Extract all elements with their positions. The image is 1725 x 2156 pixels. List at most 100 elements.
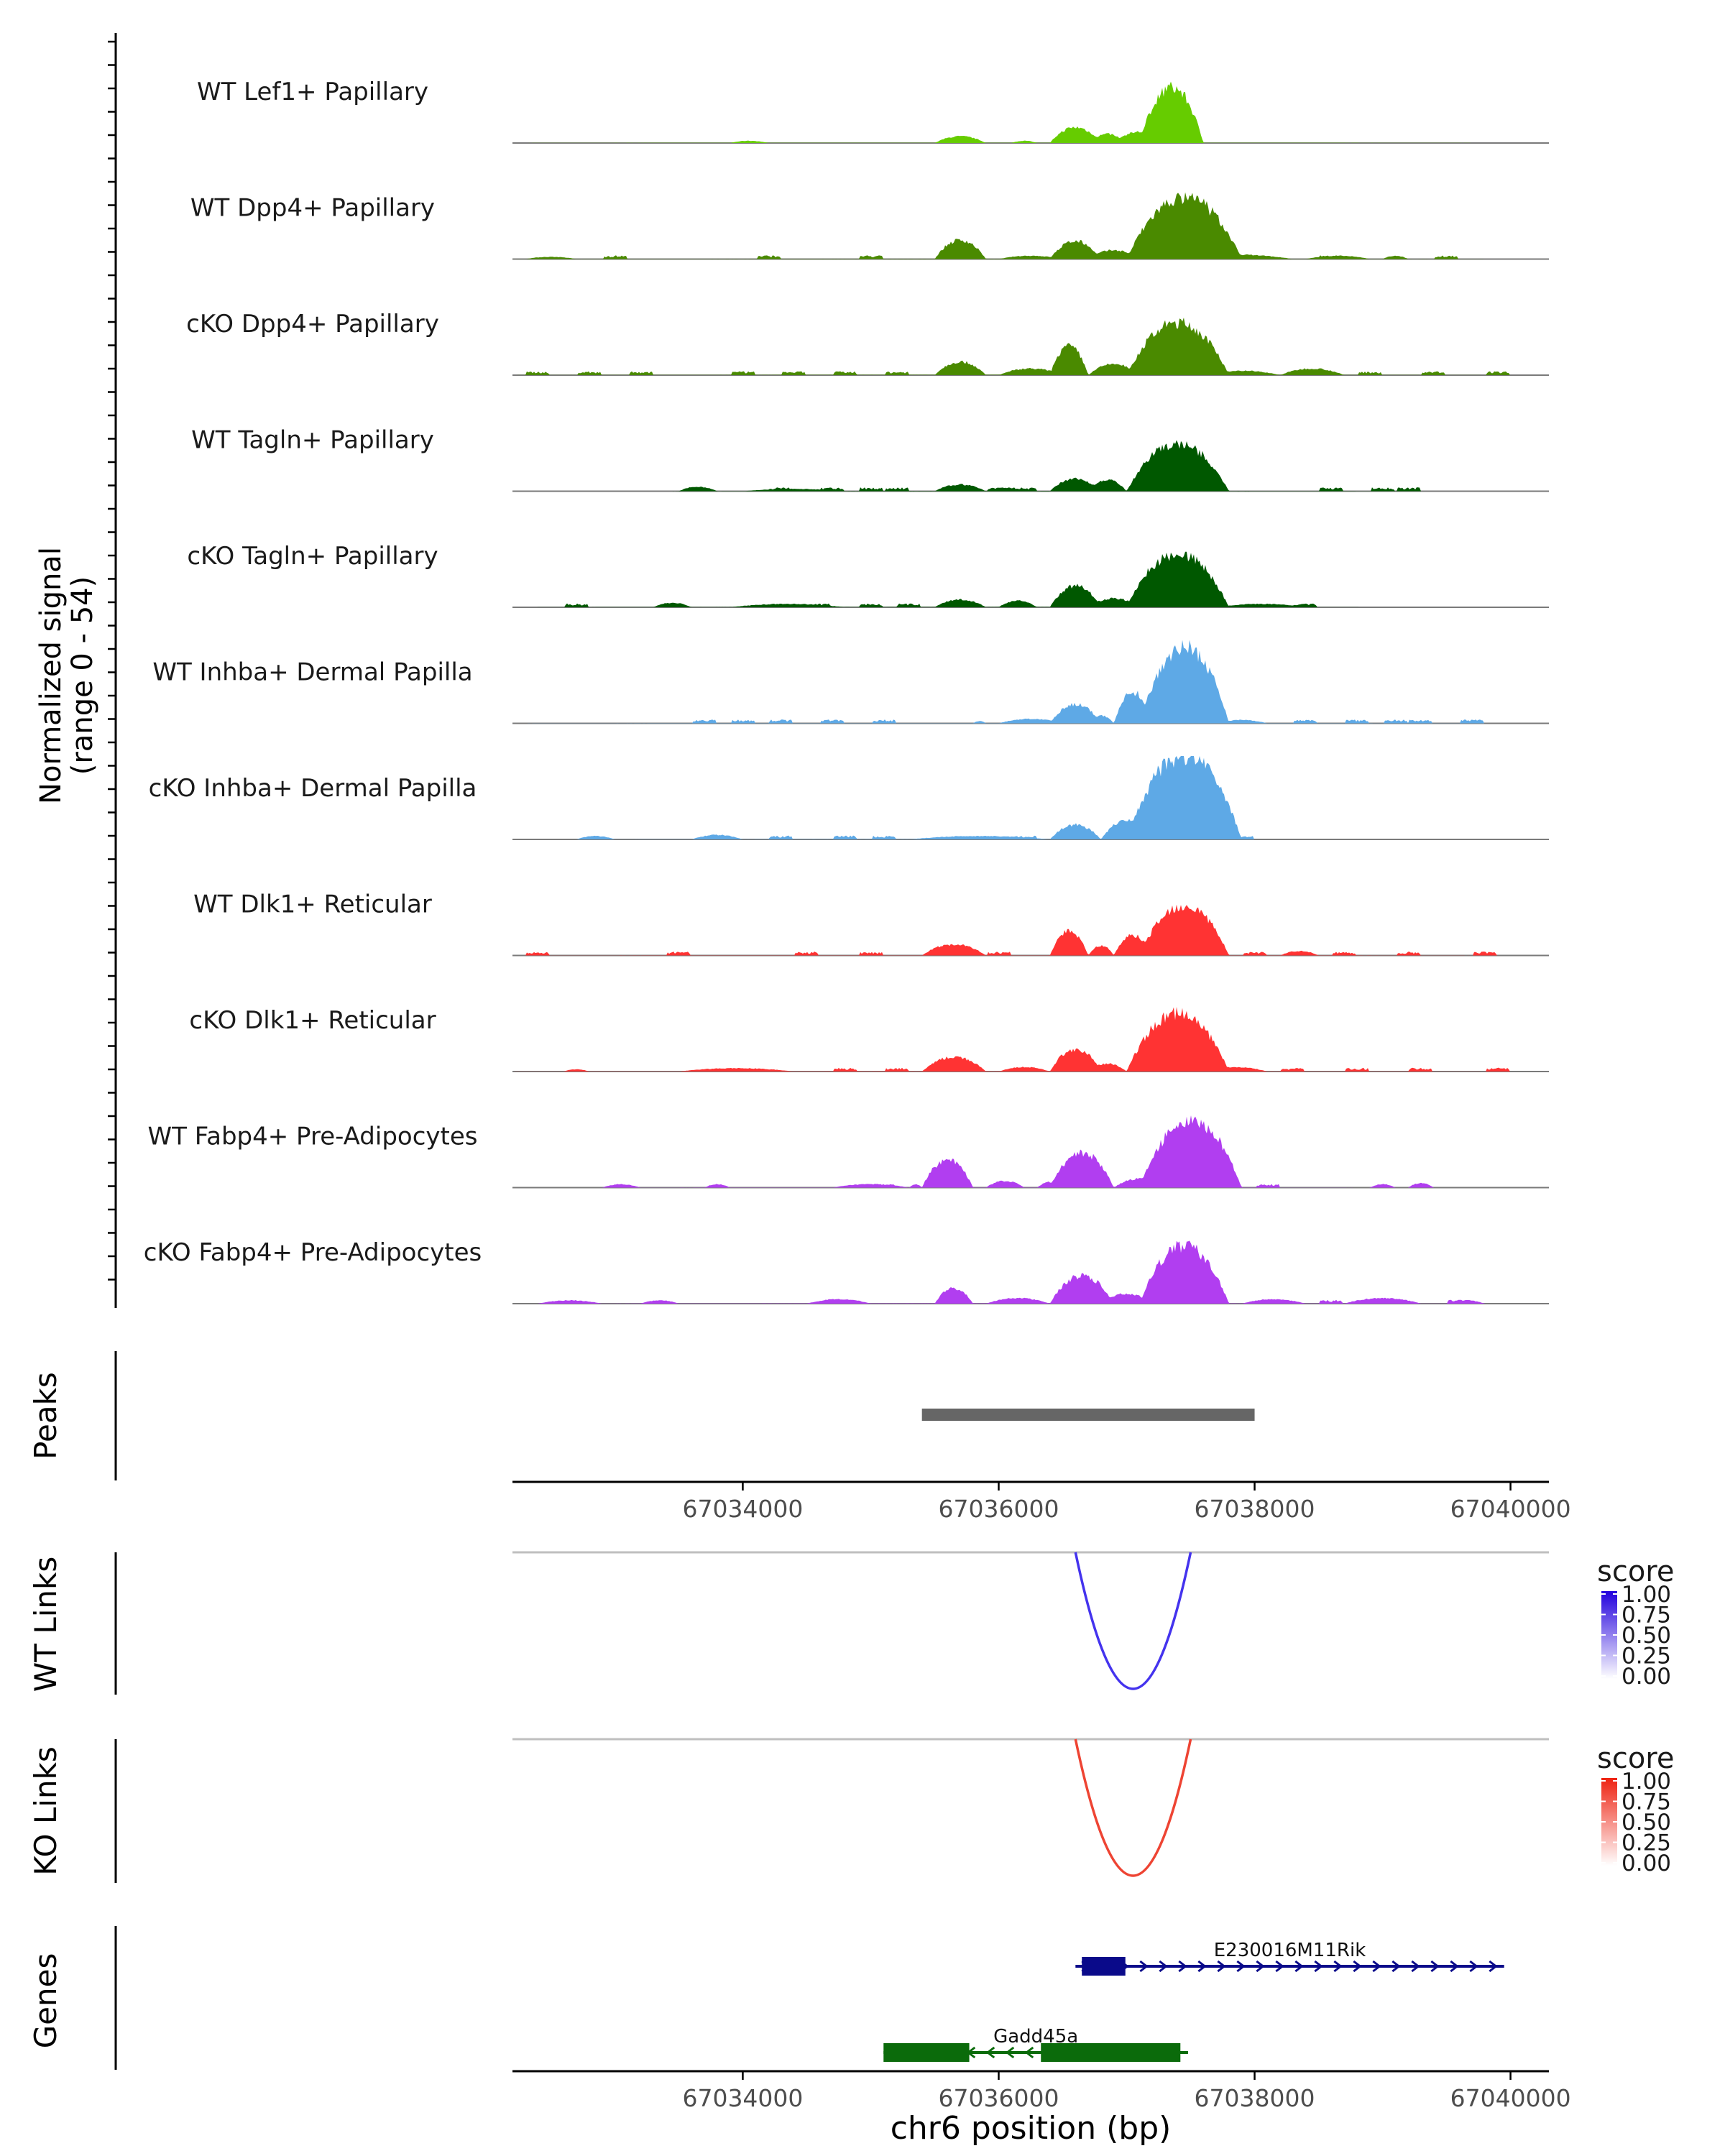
track-label: WT Dpp4+ Papillary xyxy=(190,194,435,223)
gene-exon xyxy=(883,2043,970,2062)
track-label: cKO Inhba+ Dermal Papilla xyxy=(149,774,477,803)
wt-links-label: WT Links xyxy=(28,1557,63,1692)
legend-tick-label: 1.00 xyxy=(1622,1769,1671,1795)
peaks-label: Peaks xyxy=(28,1372,63,1460)
coverage-track: cKO Inhba+ Dermal Papilla xyxy=(149,756,1549,840)
legend-title: score xyxy=(1597,1555,1674,1588)
legend-tick-label: 0.75 xyxy=(1622,1789,1671,1815)
coverage-track: WT Dpp4+ Papillary xyxy=(190,192,1549,260)
legend-tick-label: 1.00 xyxy=(1622,1582,1671,1608)
track-label: WT Inhba+ Dermal Papilla xyxy=(152,658,472,687)
coverage-track: WT Dlk1+ Reticular xyxy=(193,890,1549,957)
x-tick-label: 67034000 xyxy=(682,1495,803,1523)
legend-title: score xyxy=(1597,1742,1674,1775)
strand-arrow xyxy=(1024,2046,1034,2059)
x-tick-label: 67038000 xyxy=(1195,1495,1315,1523)
peak-ranges xyxy=(921,1409,1255,1421)
wt-link-arcs xyxy=(512,1551,1549,1690)
strand-arrow xyxy=(1294,1960,1304,1973)
strand-arrow xyxy=(1139,1960,1149,1973)
track-label: WT Lef1+ Papillary xyxy=(197,78,428,106)
gene-exon xyxy=(1082,1957,1126,1976)
legend-colorbar xyxy=(1601,1591,1617,1679)
genes-panel: Genes E230016M11Rik Gadd45a xyxy=(28,1926,1504,2070)
x-tick-label: 67040000 xyxy=(1450,2084,1571,2112)
strand-arrow xyxy=(1392,1960,1401,1973)
coverage-track: WT Tagln+ Papillary xyxy=(191,426,1549,492)
track-label: cKO Tagln+ Papillary xyxy=(187,542,438,571)
strand-arrow xyxy=(1005,2046,1015,2059)
coverage-tracks: WT Lef1+ Papillary WT Dpp4+ Papillary cKO … xyxy=(144,78,1549,1304)
x-axis-middle: 67034000 67036000 67038000 67040000 xyxy=(512,1480,1571,1523)
legend-tick-label: 0.25 xyxy=(1622,1830,1671,1856)
strand-arrow xyxy=(1489,1960,1498,1973)
strand-arrow xyxy=(985,2046,995,2059)
legend-tick-label: 0.50 xyxy=(1622,1810,1671,1835)
strand-arrow xyxy=(1469,1960,1478,1973)
peak-range-bar xyxy=(921,1409,1255,1421)
strand-arrow xyxy=(1314,1960,1323,1973)
x-axis-title: chr6 position (bp) xyxy=(891,2110,1172,2147)
signal-y-axis-label-line: Normalized signal xyxy=(34,547,68,804)
signal-y-axis-label: Normalized signal(range 0 - 54) xyxy=(34,547,99,804)
x-tick-label: 67036000 xyxy=(939,2084,1059,2112)
gene-name: Gadd45a xyxy=(993,2026,1078,2047)
strand-arrow xyxy=(1430,1960,1440,1973)
coverage-track: WT Lef1+ Papillary xyxy=(197,78,1549,144)
strand-arrow xyxy=(1217,1960,1226,1973)
coverage-track: cKO Tagln+ Papillary xyxy=(187,542,1549,608)
gene-exon xyxy=(1041,2043,1181,2062)
track-label: WT Tagln+ Papillary xyxy=(191,426,434,455)
signal-panel: Normalized signal(range 0 - 54) WT Lef1+… xyxy=(34,33,1549,1308)
gene-model: E230016M11Rik xyxy=(1075,1940,1504,1976)
gene-model: Gadd45a xyxy=(883,2026,1188,2062)
x-axis-bottom: 67034000 67036000 67038000 67040000 xyxy=(512,2070,1571,2112)
strand-arrow xyxy=(1372,1960,1381,1973)
strand-arrow xyxy=(1256,1960,1265,1973)
strand-arrow xyxy=(1178,1960,1187,1973)
signal-y-axis-ticks xyxy=(108,40,116,1281)
strand-arrow xyxy=(1411,1960,1420,1973)
strand-arrow xyxy=(1275,1960,1284,1973)
signal-y-axis-label-line: (range 0 - 54) xyxy=(66,576,99,775)
coverage-track: cKO Fabp4+ Pre-Adipocytes xyxy=(144,1238,1549,1304)
coverage-track: cKO Dlk1+ Reticular xyxy=(189,1006,1549,1072)
strand-arrow xyxy=(1236,1960,1246,1973)
link-arc xyxy=(1074,1552,1192,1690)
link-arc xyxy=(1074,1738,1192,1877)
coverage-track: cKO Dpp4+ Papillary xyxy=(186,310,1549,376)
strand-arrow xyxy=(1197,1960,1207,1973)
ko-links-label: KO Links xyxy=(28,1746,63,1876)
x-tick-label: 67034000 xyxy=(682,2084,803,2112)
legend-tick-label: 0.50 xyxy=(1622,1623,1671,1649)
legend-tick-label: 0.00 xyxy=(1622,1664,1671,1690)
legend-tick-label: 0.25 xyxy=(1622,1644,1671,1669)
strand-arrow xyxy=(1333,1960,1343,1973)
genes-label: Genes xyxy=(28,1953,63,2049)
legend-tick-label: 0.00 xyxy=(1622,1851,1671,1876)
gene-models: E230016M11Rik Gadd45a xyxy=(883,1940,1504,2062)
x-tick-label: 67036000 xyxy=(939,1495,1059,1523)
track-label: cKO Fabp4+ Pre-Adipocytes xyxy=(144,1238,482,1267)
coverage-track: WT Inhba+ Dermal Papilla xyxy=(152,640,1549,724)
legend-colorbar xyxy=(1601,1778,1617,1866)
strand-arrow xyxy=(1450,1960,1459,1973)
x-tick-label: 67040000 xyxy=(1450,1495,1571,1523)
track-label: cKO Dlk1+ Reticular xyxy=(189,1006,436,1035)
track-label: cKO Dpp4+ Papillary xyxy=(186,310,439,338)
gene-name: E230016M11Rik xyxy=(1214,1940,1366,1961)
coverage-track: WT Fabp4+ Pre-Adipocytes xyxy=(148,1115,1549,1189)
track-label: WT Fabp4+ Pre-Adipocytes xyxy=(148,1123,478,1151)
strand-arrow xyxy=(1159,1960,1168,1973)
legend-tick-label: 0.75 xyxy=(1622,1603,1671,1628)
peaks-panel: Peaks xyxy=(28,1351,1255,1480)
strand-arrow xyxy=(1353,1960,1362,1973)
ko-link-arcs xyxy=(512,1738,1549,1877)
track-label: WT Dlk1+ Reticular xyxy=(193,890,432,919)
